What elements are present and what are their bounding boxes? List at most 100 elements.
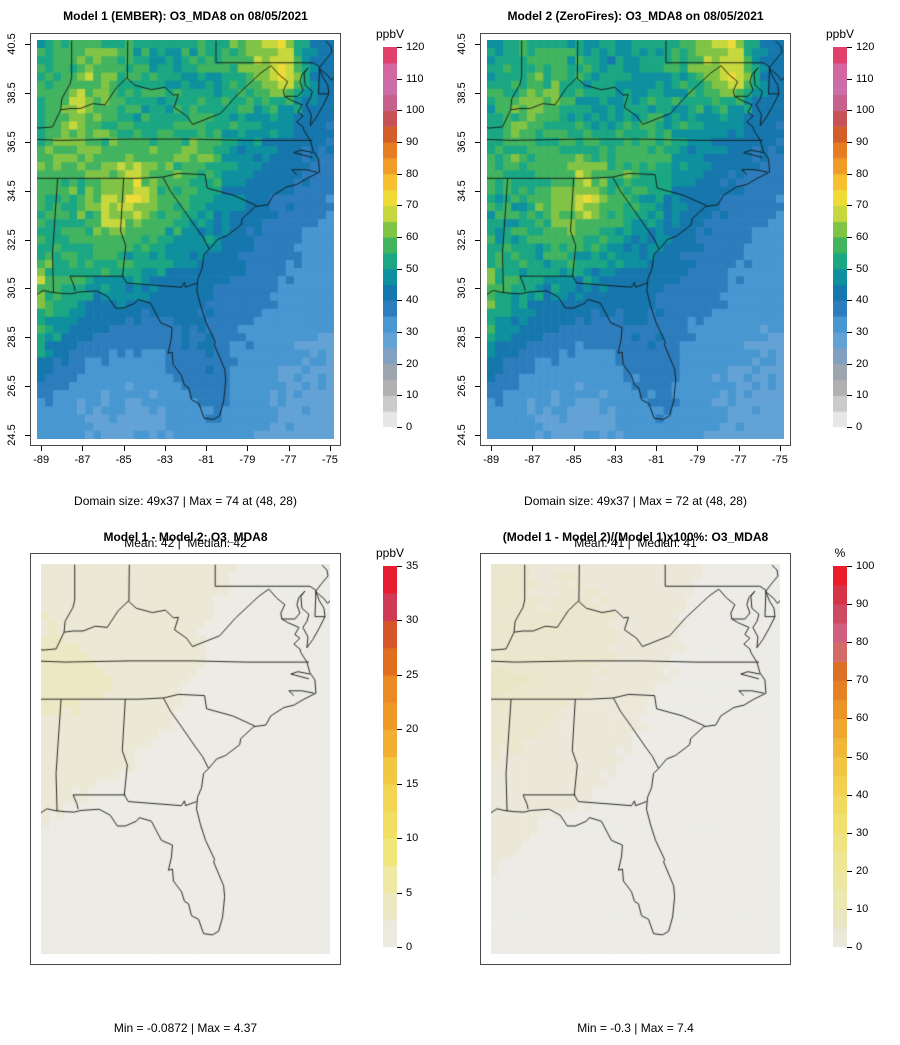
colorbar-tick-mark bbox=[847, 363, 852, 365]
x-axis-tick-mark bbox=[329, 446, 331, 451]
x-axis-tick-label: -85 bbox=[115, 454, 132, 466]
colorbar-tick-mark bbox=[847, 332, 852, 333]
colorbar-tick-label: 50 bbox=[856, 750, 869, 763]
y-axis-tick-mark bbox=[25, 239, 30, 241]
y-axis-tick-mark bbox=[475, 435, 480, 437]
colorbar-tick-mark bbox=[397, 363, 402, 365]
y-axis-tick-label: 26.5 bbox=[456, 375, 468, 398]
stats-line-1: Min = -0.0872 | Max = 4.37 bbox=[113, 1021, 258, 1035]
colorbar-tick-label: 0 bbox=[856, 421, 863, 433]
colorbar-unit-label: ppbV bbox=[825, 27, 855, 41]
x-axis-tick-mark bbox=[697, 446, 699, 451]
colorbar-unit-label: % bbox=[834, 546, 846, 560]
y-axis-tick-label: 34.5 bbox=[456, 179, 468, 202]
x-axis-tick-label: -87 bbox=[524, 454, 541, 466]
colorbar-tick-label: 35 bbox=[406, 560, 419, 572]
colorbar-tick-mark bbox=[847, 47, 852, 48]
y-axis-tick-mark bbox=[25, 43, 30, 45]
colorbar-tick-label: 120 bbox=[406, 41, 425, 53]
map-plot-box bbox=[480, 553, 791, 965]
y-axis-tick-label: 28.5 bbox=[6, 326, 18, 349]
difference-heatmap-canvas bbox=[41, 564, 330, 954]
colorbar-tick-label: 20 bbox=[406, 723, 419, 736]
colorbar-tick-label: 20 bbox=[406, 357, 419, 370]
x-axis-tick-mark bbox=[614, 446, 616, 451]
percent-difference-heatmap-canvas bbox=[491, 564, 780, 954]
colorbar-tick-mark bbox=[397, 674, 402, 676]
o3-heatmap-canvas bbox=[37, 40, 334, 439]
colorbar-tick-label: 110 bbox=[406, 72, 424, 85]
colorbar-tick-mark bbox=[397, 47, 402, 48]
colorbar-tick-label: 70 bbox=[406, 199, 419, 212]
colorbar-tick-label: 80 bbox=[406, 167, 419, 180]
colorbar-gradient bbox=[833, 47, 847, 427]
y-axis-tick-label: 30.5 bbox=[456, 277, 468, 300]
colorbar-tick-mark bbox=[397, 268, 402, 270]
colorbar-tick-label: 10 bbox=[406, 389, 419, 402]
colorbar-tick-mark bbox=[847, 142, 852, 143]
colorbar-tick-mark bbox=[397, 173, 402, 175]
colorbar-tick-mark bbox=[847, 427, 852, 428]
colorbar-tick-label: 90 bbox=[406, 136, 419, 148]
colorbar-tick-mark bbox=[847, 78, 852, 80]
colorbar-tick-mark bbox=[847, 908, 852, 910]
colorbar-tick-mark bbox=[397, 838, 402, 840]
y-axis-tick-mark bbox=[25, 288, 30, 290]
y-axis-tick-label: 40.5 bbox=[6, 32, 18, 55]
colorbar-tick-mark bbox=[397, 427, 402, 428]
colorbar-tick-mark bbox=[397, 237, 402, 238]
colorbar-tick-label: 50 bbox=[406, 262, 419, 275]
x-axis-tick-label: -75 bbox=[321, 454, 338, 466]
y-axis-tick-label: 24.5 bbox=[456, 424, 468, 447]
colorbar-tick-label: 10 bbox=[856, 389, 869, 402]
colorbar-tick-label: 10 bbox=[856, 902, 869, 915]
colorbar-tick-label: 60 bbox=[406, 231, 419, 243]
y-axis-tick-label: 36.5 bbox=[6, 130, 18, 153]
colorbar-tick-label: 60 bbox=[856, 231, 869, 243]
y-axis-tick-label: 40.5 bbox=[456, 32, 468, 55]
colorbar-tick-label: 40 bbox=[406, 294, 419, 307]
o3-heatmap-canvas bbox=[487, 40, 784, 439]
y-axis-tick-label: 24.5 bbox=[6, 424, 18, 447]
colorbar-tick-label: 120 bbox=[856, 41, 875, 53]
colorbar-tick-mark bbox=[847, 756, 852, 758]
colorbar-tick-label: 30 bbox=[856, 326, 869, 338]
y-axis-tick-mark bbox=[475, 288, 480, 290]
stats-caption: Domain size: 49x37 | Max = 72 at (48, 28… bbox=[480, 466, 791, 578]
colorbar-tick-label: 80 bbox=[856, 636, 869, 649]
map-plot-box bbox=[30, 33, 341, 446]
colorbar-tick-label: 10 bbox=[406, 832, 419, 845]
stats-caption: Min = -0.0872 | Max = 4.37 Mean: 1.02 | … bbox=[30, 993, 341, 1045]
x-axis-tick-mark bbox=[491, 446, 493, 451]
colorbar-tick-label: 0 bbox=[406, 421, 413, 433]
colorbar-gradient bbox=[383, 47, 397, 427]
colorbar-tick-label: 70 bbox=[856, 674, 869, 687]
y-axis-tick-mark bbox=[25, 337, 30, 339]
x-axis-tick-label: -85 bbox=[565, 454, 582, 466]
x-axis-tick-mark bbox=[164, 446, 166, 451]
x-axis-tick-mark bbox=[532, 446, 534, 451]
colorbar-tick-mark bbox=[847, 832, 852, 834]
panel-model1-map: Model 1 (EMBER): O3_MDA8 on 08/05/2021 -… bbox=[0, 0, 450, 550]
y-axis-tick-label: 32.5 bbox=[456, 228, 468, 251]
colorbar-tick-label: 20 bbox=[856, 357, 869, 370]
stats-line-2: Mean: 41 | Median: 41 bbox=[574, 536, 697, 550]
colorbar-tick-label: 20 bbox=[856, 864, 869, 877]
colorbar-tick-mark bbox=[397, 395, 402, 397]
panel-model2-map: Model 2 (ZeroFires): O3_MDA8 on 08/05/20… bbox=[450, 0, 900, 550]
x-axis-tick-mark bbox=[656, 446, 658, 451]
x-axis-tick-mark bbox=[288, 446, 290, 451]
y-axis-tick-mark bbox=[25, 190, 30, 192]
colorbar-tick-mark bbox=[397, 947, 402, 948]
panel-title: Model 1 - Model 2: O3_MDA8 bbox=[103, 530, 268, 544]
colorbar-tick-mark bbox=[847, 794, 852, 796]
colorbar-tick-mark bbox=[397, 566, 402, 567]
x-axis-tick-label: -77 bbox=[730, 454, 747, 466]
y-axis-tick-mark bbox=[475, 141, 480, 143]
x-axis-tick-mark bbox=[123, 446, 125, 451]
x-axis-tick-mark bbox=[738, 446, 740, 451]
y-axis-tick-mark bbox=[25, 141, 30, 143]
x-axis-tick-label: -75 bbox=[771, 454, 788, 466]
y-axis-tick-label: 30.5 bbox=[6, 277, 18, 300]
